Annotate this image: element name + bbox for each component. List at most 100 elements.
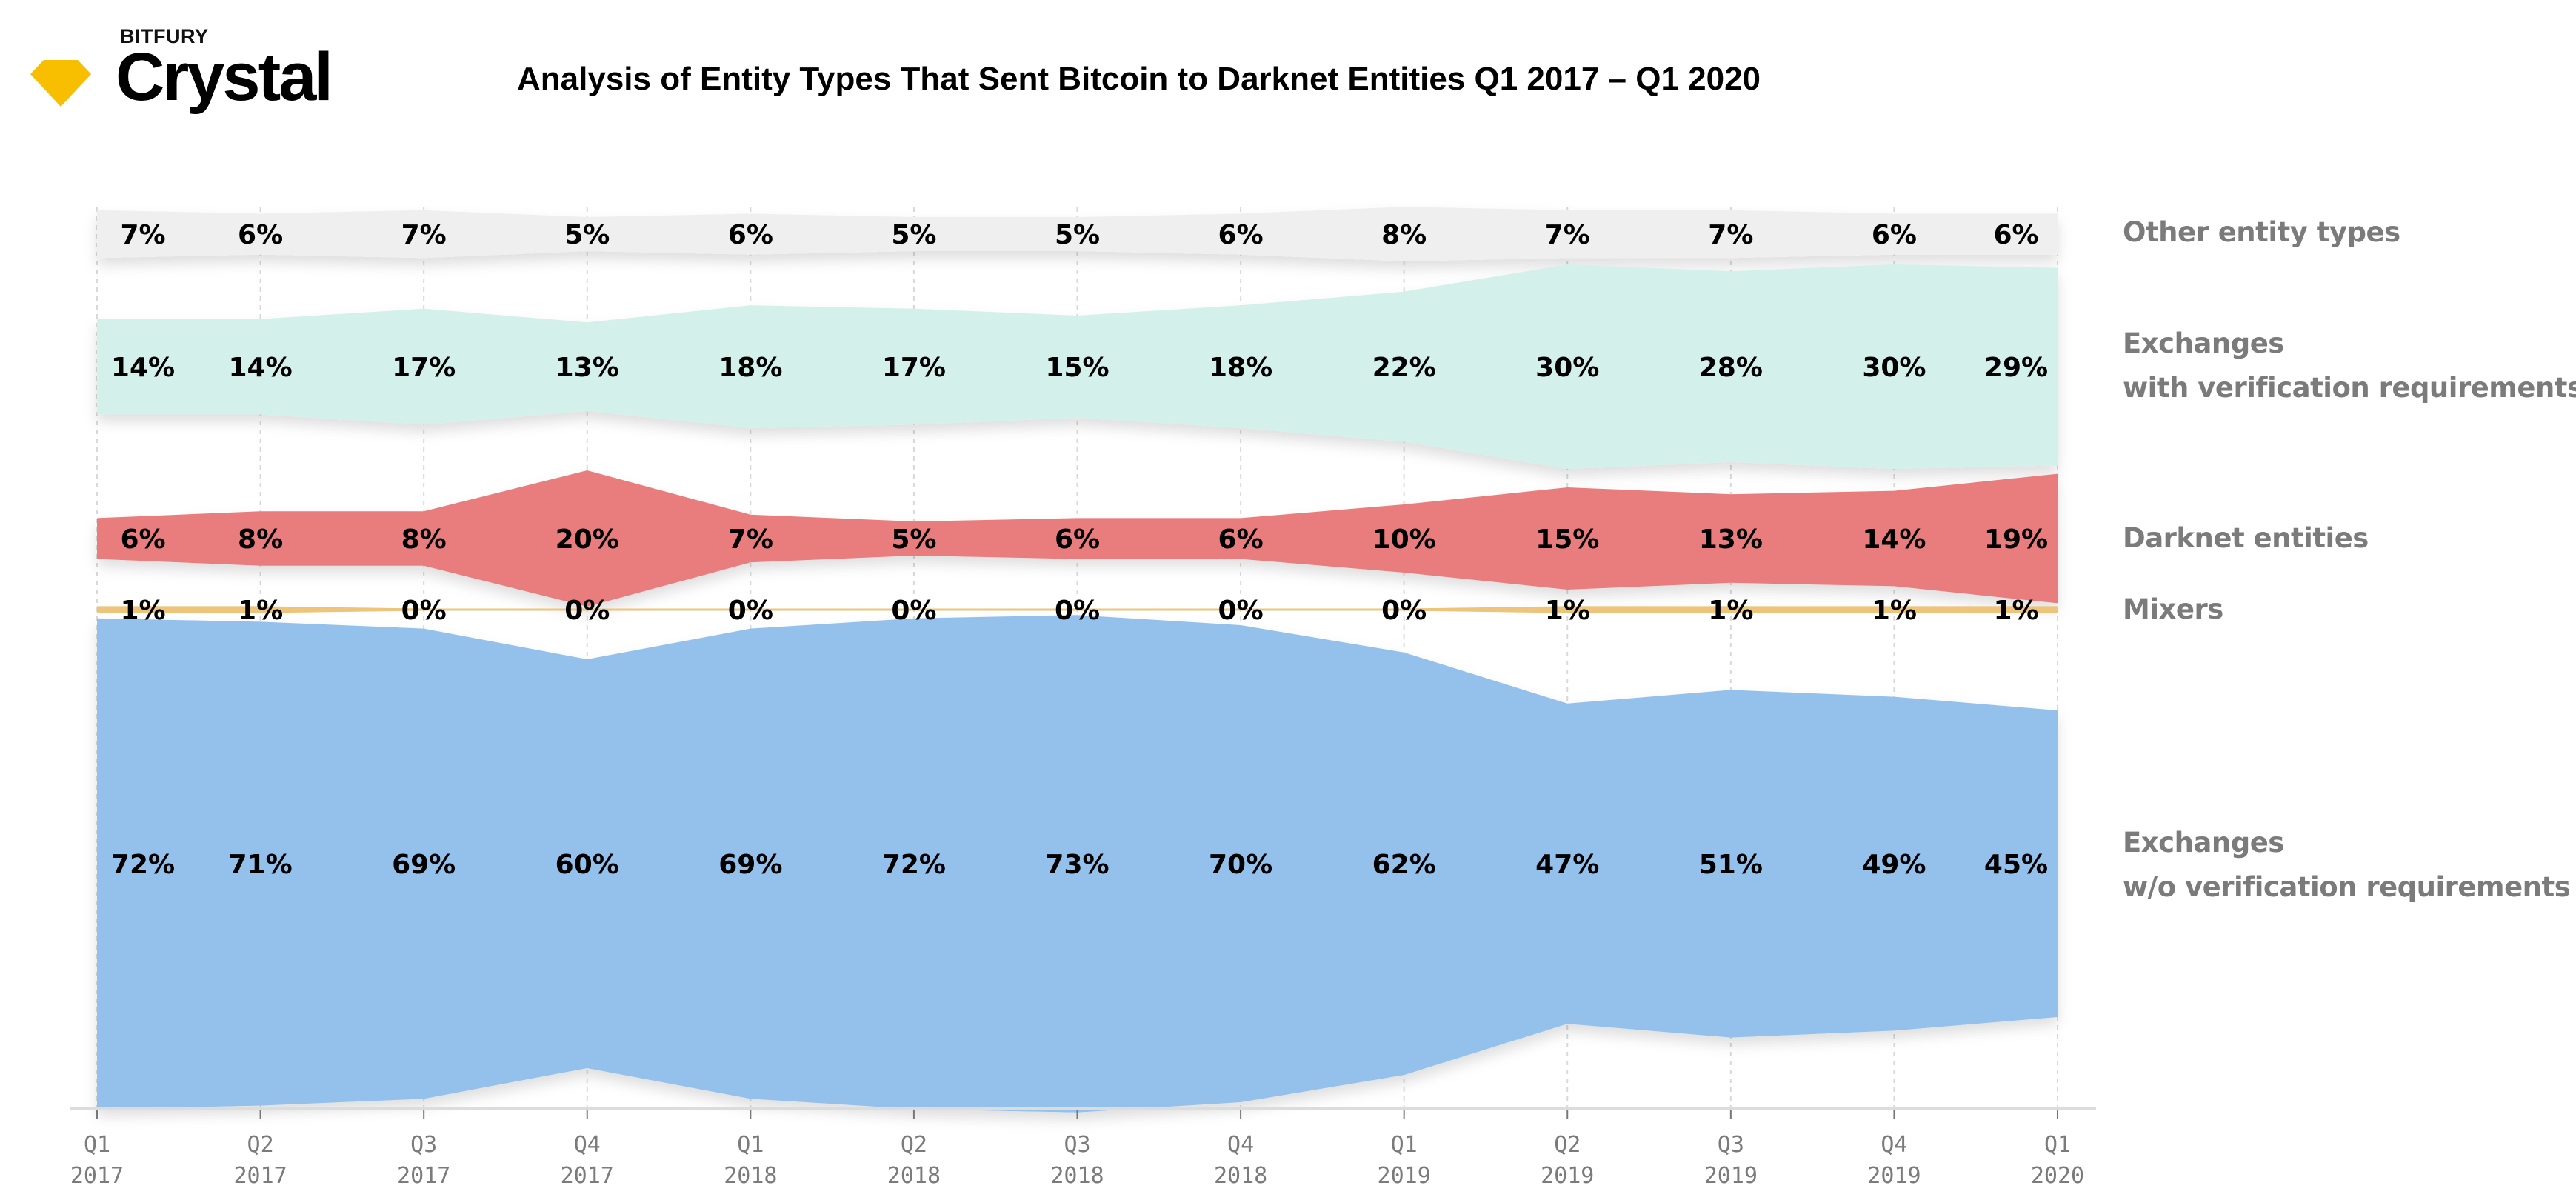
data-label-exchanges-verified: 29%: [1984, 353, 2048, 383]
series-bands: [97, 207, 2058, 1113]
data-label-mixers: 1%: [1708, 596, 1753, 626]
x-tick-label-year: 2017: [233, 1163, 287, 1189]
x-tick-label-quarter: Q1: [84, 1132, 110, 1158]
data-label-other: 8%: [1381, 220, 1427, 250]
data-label-exchanges-verified: 13%: [555, 353, 619, 383]
data-label-darknet: 20%: [555, 524, 619, 555]
data-label-other: 5%: [891, 220, 936, 250]
data-label-other: 5%: [564, 220, 610, 250]
x-tick-label-quarter: Q3: [410, 1132, 437, 1158]
data-label-other: 6%: [1218, 220, 1264, 250]
data-label-exchanges-unverified: 45%: [1984, 850, 2048, 880]
band-other: [97, 207, 2058, 261]
legend-label-line: Other entity types: [2123, 216, 2400, 248]
data-label-darknet: 8%: [238, 524, 283, 555]
data-label-mixers: 0%: [1381, 596, 1427, 626]
legend-label-line: with verification requirements: [2123, 372, 2576, 404]
data-label-mixers: 1%: [1872, 596, 1917, 626]
x-tick-label-quarter: Q1: [737, 1132, 764, 1158]
data-label-darknet: 6%: [1055, 524, 1100, 555]
x-axis: Q1 2017 Q2 2017 Q3 2017 Q4 2017 Q1 2018 Q2 2018 Q3 20…: [70, 1107, 2096, 1189]
data-label-darknet: 10%: [1372, 524, 1436, 555]
x-tick-label-quarter: Q2: [901, 1132, 927, 1158]
x-tick-label-quarter: Q4: [574, 1132, 601, 1158]
x-tick-label-year: 2019: [1867, 1163, 1921, 1189]
data-label-other: 7%: [1545, 220, 1590, 250]
data-label-darknet: 5%: [891, 524, 936, 555]
data-label-mixers: 0%: [1055, 596, 1100, 626]
data-label-darknet: 15%: [1535, 524, 1599, 555]
data-label-mixers: 0%: [401, 596, 447, 626]
x-tick-label-year: 2019: [1704, 1163, 1758, 1189]
data-label-darknet: 7%: [728, 524, 773, 555]
x-tick-label-quarter: Q3: [1064, 1132, 1090, 1158]
x-tick-label-year: 2017: [397, 1163, 450, 1189]
x-tick-label-quarter: Q3: [1718, 1132, 1744, 1158]
data-label-mixers: 0%: [564, 596, 610, 626]
x-tick-label-quarter: Q4: [1881, 1132, 1907, 1158]
data-label-exchanges-verified: 28%: [1699, 353, 1763, 383]
data-label-exchanges-verified: 18%: [1209, 353, 1272, 383]
data-label-mixers: 1%: [1545, 596, 1590, 626]
data-label-darknet: 13%: [1699, 524, 1763, 555]
data-label-other: 5%: [1055, 220, 1100, 250]
data-label-other: 7%: [120, 220, 165, 250]
band-darknet: [97, 470, 2058, 607]
data-label-darknet: 19%: [1984, 524, 2048, 555]
data-label-darknet: 8%: [401, 524, 447, 555]
data-label-other: 6%: [728, 220, 773, 250]
band-exchanges-verified: [97, 264, 2058, 469]
data-label-exchanges-unverified: 73%: [1045, 850, 1109, 880]
data-label-exchanges-verified: 17%: [392, 353, 456, 383]
data-label-other: 7%: [401, 220, 447, 250]
x-tick-label-year: 2019: [1541, 1163, 1594, 1189]
data-label-exchanges-unverified: 60%: [555, 850, 619, 880]
data-label-exchanges-verified: 14%: [228, 353, 292, 383]
band-mixers: [97, 606, 2058, 613]
data-label-exchanges-unverified: 71%: [228, 850, 292, 880]
data-label-other: 6%: [1993, 220, 2038, 250]
yellow-diamond-icon: [30, 60, 91, 107]
data-label-exchanges-unverified: 72%: [882, 850, 946, 880]
data-label-mixers: 0%: [728, 596, 773, 626]
brand-product: Crystal: [116, 39, 333, 115]
data-label-exchanges-verified: 14%: [111, 353, 175, 383]
data-labels: 7% 6% 7% 5% 6% 5% 5% 6% 8% 7% 7% 6% 6% 14% 14% 17% 13% 18…: [111, 220, 2048, 880]
data-label-mixers: 1%: [238, 596, 283, 626]
data-label-exchanges-unverified: 62%: [1372, 850, 1436, 880]
data-label-exchanges-unverified: 70%: [1209, 850, 1272, 880]
x-tick-label-year: 2020: [2031, 1163, 2084, 1189]
x-tick-label-year: 2018: [1050, 1163, 1104, 1189]
legend-label-line: w/o verification requirements: [2123, 871, 2571, 903]
x-tick-label-quarter: Q1: [1391, 1132, 1418, 1158]
data-label-exchanges-unverified: 72%: [111, 850, 175, 880]
x-tick-label-quarter: Q4: [1227, 1132, 1254, 1158]
data-label-exchanges-verified: 30%: [1862, 353, 1926, 383]
data-label-mixers: 1%: [1993, 596, 2038, 626]
data-label-exchanges-unverified: 47%: [1535, 850, 1599, 880]
data-label-mixers: 1%: [120, 596, 165, 626]
legend-label-line: Mixers: [2123, 593, 2223, 625]
data-label-other: 6%: [1872, 220, 1917, 250]
legend-label-darknet: Darknet entities: [2123, 516, 2369, 561]
chart-title: Analysis of Entity Types That Sent Bitco…: [517, 61, 1761, 97]
legend-label-exchanges-verified: Exchanges with verification requirements: [2123, 321, 2576, 410]
data-label-darknet: 6%: [120, 524, 165, 555]
legend-label-line: Exchanges: [2123, 827, 2284, 859]
data-label-exchanges-verified: 22%: [1372, 353, 1436, 383]
data-label-exchanges-verified: 30%: [1535, 353, 1599, 383]
x-tick-label-quarter: Q2: [1554, 1132, 1581, 1158]
data-label-other: 6%: [238, 220, 283, 250]
brand-company: BITFURY: [120, 25, 209, 47]
x-tick-label-year: 2018: [887, 1163, 941, 1189]
legend-label-other: Other entity types: [2123, 210, 2400, 255]
legend-label-mixers: Mixers: [2123, 587, 2223, 632]
data-label-exchanges-verified: 15%: [1045, 353, 1109, 383]
data-label-darknet: 6%: [1218, 524, 1264, 555]
band-exchanges-unverified: [97, 615, 2058, 1113]
legend-label-exchanges-unverified: Exchanges w/o verification requirements: [2123, 821, 2571, 910]
data-label-exchanges-verified: 18%: [718, 353, 782, 383]
x-tick-label-quarter: Q1: [2044, 1132, 2071, 1158]
data-label-other: 7%: [1708, 220, 1753, 250]
